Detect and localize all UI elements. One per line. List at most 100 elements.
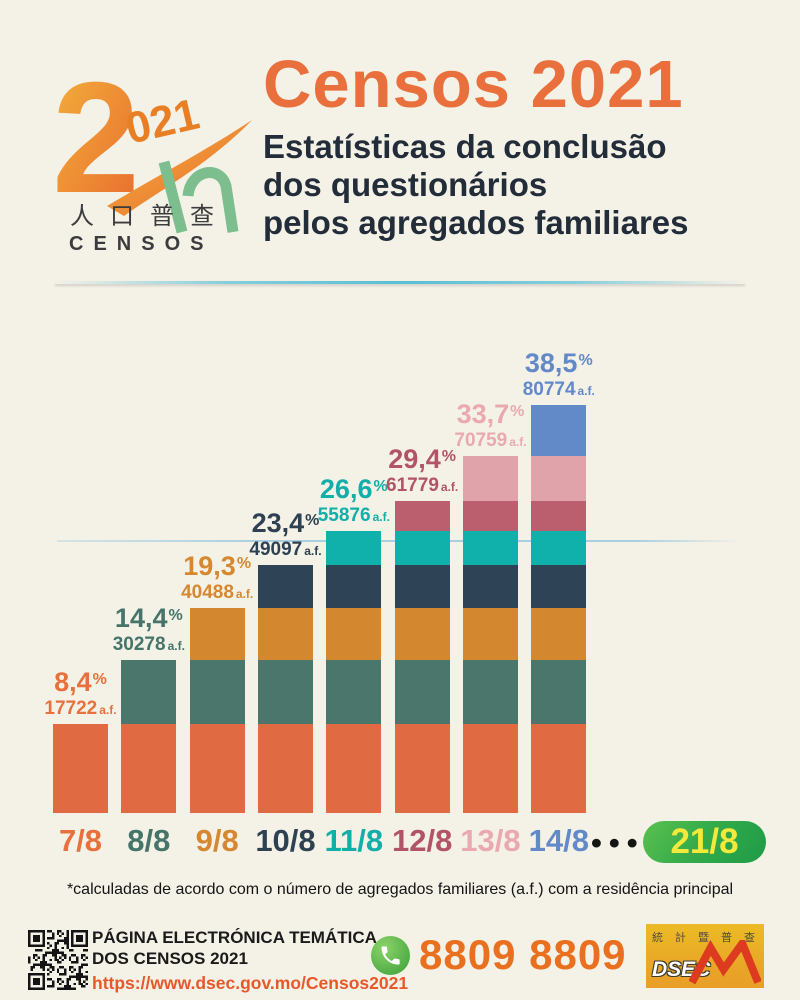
bar-segment-11/8 <box>394 531 450 565</box>
bar-segment-8/8 <box>121 660 177 724</box>
bar-segment-9/8 <box>462 608 518 661</box>
bar-value-label-12/8: 29,4% 61779 a.f. <box>347 444 497 497</box>
households-label: 40488 a.f. <box>181 582 254 604</box>
date-label-14/8: 14/8 <box>528 823 589 858</box>
date-label-9/8: 9/8 <box>195 823 239 858</box>
date-label-11/8: 11/8 <box>324 823 384 858</box>
phone-icon <box>371 936 410 975</box>
percent-label: 23,4% <box>251 507 320 538</box>
bar-segment-7/8 <box>189 723 245 813</box>
bar-value-label-10/8: 23,4% 49097 a.f. <box>210 507 360 560</box>
bar-segment-7/8 <box>257 723 313 813</box>
title-block: Censos 2021 Estatísticas da conclusão do… <box>263 50 773 242</box>
logo-cn-name: 人口普查 <box>70 203 230 230</box>
households-label: 70759 a.f. <box>454 429 527 451</box>
bar-segment-13/8 <box>462 455 518 502</box>
logo-2-swoosh: 2 <box>52 50 252 226</box>
bar-segment-7/8 <box>394 723 450 813</box>
header-divider <box>55 281 745 284</box>
bar-segment-8/8 <box>531 660 587 724</box>
percent-label: 33,7% <box>456 398 525 429</box>
bar-segment-10/8 <box>531 564 587 609</box>
bar-8/8 <box>121 660 177 813</box>
subtitle-line-1: Estatísticas da conclusão <box>263 128 667 165</box>
bar-12/8 <box>394 501 450 813</box>
bar-11/8 <box>326 531 382 813</box>
bar-segment-11/8 <box>462 531 518 565</box>
bar-segment-13/8 <box>531 455 587 502</box>
percent-label: 26,6% <box>319 474 388 505</box>
bar-segment-8/8 <box>189 660 245 724</box>
bar-value-label-13/8: 33,7% 70759 a.f. <box>415 398 565 451</box>
bar-value-label-8/8: 14,4% 30278 a.f. <box>74 603 224 656</box>
percent-label: 38,5% <box>524 347 593 378</box>
households-label: 61779 a.f. <box>386 475 459 497</box>
households-label: 80774 a.f. <box>522 378 595 400</box>
dsec-logo: 統計暨普查 DSEC <box>646 924 764 988</box>
bar-segment-12/8 <box>394 501 450 532</box>
bar-value-label-14/8: 38,5% 80774 a.f. <box>484 347 634 400</box>
bar-segment-10/8 <box>462 564 518 609</box>
percent-label: 19,3% <box>183 551 252 582</box>
households-label: 17722 a.f. <box>44 697 117 719</box>
censos-url-link[interactable]: https://www.dsec.gov.mo/Censos2021 <box>92 973 409 993</box>
date-label-10/8: 10/8 <box>255 823 316 858</box>
bar-segment-10/8 <box>394 564 450 609</box>
households-label: 55876 a.f. <box>317 505 390 527</box>
censos-2021-logo: 2 021 人口普查 CENSOS <box>52 50 252 254</box>
footer-title-line-2: DOS CENSOS 2021 <box>92 949 248 968</box>
bar-value-label-9/8: 19,3% 40488 a.f. <box>142 551 292 604</box>
bar-segment-12/8 <box>531 501 587 532</box>
bar-13/8 <box>462 455 518 813</box>
bar-segment-9/8 <box>531 608 587 661</box>
date-label-7/8: 7/8 <box>58 823 103 858</box>
date-label-8/8: 8/8 <box>127 823 171 858</box>
main-title: Censos 2021 <box>263 47 684 122</box>
logo-green-glyph <box>158 160 239 234</box>
bar-value-label-11/8: 26,6% 55876 a.f. <box>279 474 429 527</box>
bar-segment-12/8 <box>462 501 518 532</box>
bar-segment-7/8 <box>462 723 518 813</box>
qr-code[interactable] <box>28 929 88 991</box>
date-label-12/8: 12/8 <box>391 823 453 858</box>
dsec-cn-name: 統計暨普查 <box>652 932 764 944</box>
footer-title-line-1: PÁGINA ELECTRÓNICA TEMÁTICA <box>92 928 377 947</box>
bar-value-label-7/8: 8,4% 17722 a.f. <box>6 666 156 719</box>
bar-segment-10/8 <box>326 564 382 609</box>
bar-segment-7/8 <box>121 723 177 813</box>
logo-latin-name: CENSOS <box>69 233 213 254</box>
bar-segment-9/8 <box>326 608 382 661</box>
households-label: 49097 a.f. <box>249 538 322 560</box>
bar-7/8 <box>53 723 108 813</box>
bar-segment-11/8 <box>531 531 587 565</box>
bar-segment-8/8 <box>257 660 313 724</box>
ellipsis-dots: ••• <box>591 825 645 860</box>
bar-segment-14/8 <box>531 404 587 456</box>
subtitle-line-3: pelos agregados familiares <box>263 204 689 241</box>
bar-segment-8/8 <box>462 660 518 724</box>
percent-label: 8,4% <box>54 666 107 697</box>
bar-segment-11/8 <box>326 531 382 565</box>
future-date-pill: 21/8 <box>643 821 766 863</box>
bar-9/8 <box>189 608 245 813</box>
bar-segment-10/8 <box>257 564 313 609</box>
bar-segment-8/8 <box>394 660 450 724</box>
bar-segment-9/8 <box>189 608 245 661</box>
bar-14/8 <box>531 404 587 813</box>
bar-segment-9/8 <box>257 608 313 661</box>
percent-label: 14,4% <box>114 603 183 634</box>
percent-label: 29,4% <box>388 444 457 475</box>
subtitle-line-2: dos questionários <box>263 166 548 203</box>
phone-number: 8809 8809 <box>419 931 627 978</box>
subtitle: Estatísticas da conclusão dos questionár… <box>263 128 773 242</box>
bar-segment-7/8 <box>531 723 587 813</box>
footnote: *calculadas de acordo com o número de ag… <box>66 881 734 898</box>
bar-segment-7/8 <box>326 723 382 813</box>
bar-10/8 <box>257 564 313 813</box>
footer-text-block: PÁGINA ELECTRÓNICA TEMÁTICA DOS CENSOS 2… <box>92 927 408 994</box>
households-label: 30278 a.f. <box>112 634 185 656</box>
bar-segment-8/8 <box>326 660 382 724</box>
date-label-13/8: 13/8 <box>460 823 521 858</box>
